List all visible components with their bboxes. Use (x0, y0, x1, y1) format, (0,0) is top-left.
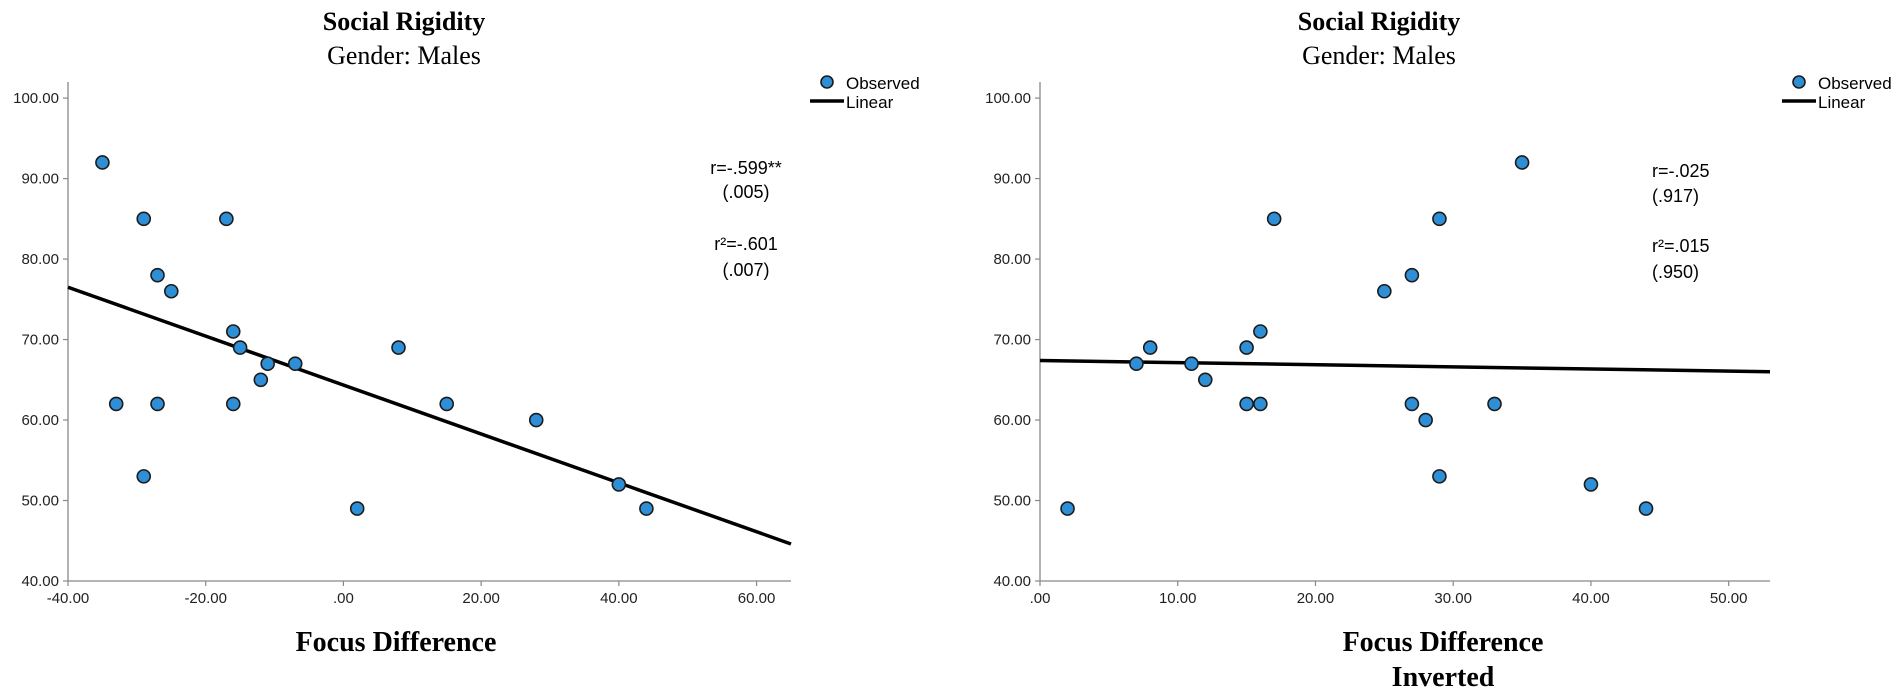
data-point (1418, 412, 1433, 428)
legend-observed-marker (1792, 75, 1806, 89)
data-point (1129, 356, 1144, 371)
y-tick-label: 80.00 (993, 251, 1031, 268)
chart-title: Social Rigidity (1298, 7, 1461, 36)
data-point (95, 155, 110, 170)
annotation-r-p: (.005) (722, 182, 769, 202)
data-point (136, 211, 152, 227)
data-point (528, 412, 544, 428)
legend: Observed Linear (810, 74, 920, 112)
data-point (219, 211, 234, 227)
x-tick-label: 30.00 (1434, 590, 1472, 607)
x-tick-label: 40.00 (600, 590, 638, 607)
data-point (253, 372, 269, 388)
x-tick-label: .00 (1030, 590, 1051, 607)
y-tick-label: 90.00 (21, 171, 59, 188)
chart-title: Social Rigidity (323, 7, 486, 36)
legend: Observed Linear (1782, 74, 1892, 112)
y-tick-label: 70.00 (993, 332, 1031, 349)
data-point (1583, 477, 1599, 492)
data-point (1404, 267, 1420, 283)
data-point (1514, 155, 1530, 170)
data-point (1432, 469, 1447, 484)
legend-linear-label: Linear (1818, 93, 1866, 112)
legend-observed-label: Observed (846, 74, 920, 93)
legend-linear-label: Linear (846, 93, 894, 112)
x-tick-label: 60.00 (738, 590, 776, 607)
data-point (1142, 340, 1158, 355)
chart-subtitle: Gender: Males (327, 41, 481, 70)
x-tick-label: -40.00 (47, 590, 90, 607)
data-point (150, 267, 165, 283)
x-tick-label: 10.00 (1159, 590, 1197, 607)
annotation-r-p: (.917) (1652, 186, 1699, 206)
data-point (150, 396, 165, 412)
annotation-r2-p: (.950) (1652, 262, 1699, 282)
y-tick-label: 100.00 (985, 90, 1031, 107)
y-tick-label: 40.00 (993, 573, 1031, 590)
y-tick-label: 60.00 (993, 412, 1031, 429)
x-axis-label-line2: Inverted (1392, 662, 1495, 693)
x-tick-label: -20.00 (184, 590, 227, 607)
data-point (1266, 211, 1282, 227)
chart-right: Social Rigidity Gender: Males Focus Diff… (985, 7, 1892, 693)
y-tick-label: 80.00 (21, 251, 59, 268)
annotation-r: r=-.025 (1652, 161, 1710, 181)
linear-fit-line (1039, 358, 1771, 374)
data-point (108, 396, 124, 412)
data-point (136, 469, 152, 484)
x-axis-label: Focus Difference (296, 627, 497, 658)
data-point (1239, 340, 1254, 355)
chart-subtitle: Gender: Males (1302, 41, 1456, 70)
data-point (1638, 501, 1654, 516)
x-tick-label: 20.00 (1297, 590, 1335, 607)
data-point (1060, 501, 1075, 516)
x-axis-label: Focus Difference (1343, 627, 1544, 658)
data-point (1432, 211, 1447, 227)
data-point (1253, 396, 1268, 412)
annotation-r2: r²=-.601 (714, 234, 778, 254)
data-point (260, 356, 275, 371)
data-point (611, 477, 627, 492)
y-tick-label: 50.00 (21, 493, 59, 510)
data-point (391, 340, 406, 355)
data-point (639, 501, 654, 516)
data-point (225, 324, 241, 339)
plot-area: 40.00 50.00 60.00 70.00 80.00 90.00 100.00 .00 1… (985, 82, 1771, 607)
data-point (1487, 396, 1502, 412)
plot-area: 40.00 50.00 60.00 70.00 80.00 90.00 100.00 -40.… (13, 82, 792, 607)
data-point (225, 396, 241, 412)
y-tick-label: 100.00 (13, 90, 59, 107)
annotation-r: r=-.599** (710, 158, 782, 178)
y-tick-label: 90.00 (993, 171, 1031, 188)
data-point (1377, 283, 1392, 299)
data-point (163, 283, 179, 299)
legend-observed-marker (820, 75, 834, 89)
y-tick-label: 70.00 (21, 332, 59, 349)
annotation-r2: r²=.015 (1652, 236, 1710, 256)
data-point (1404, 396, 1420, 412)
data-point (349, 501, 365, 516)
x-tick-label: 50.00 (1710, 590, 1748, 607)
chart-left: Social Rigidity Gender: Males Focus Diff… (13, 7, 920, 658)
x-tick-label: .00 (333, 590, 354, 607)
x-tick-label: 20.00 (462, 590, 500, 607)
annotation-r2-p: (.007) (722, 260, 769, 280)
data-point (1184, 356, 1199, 371)
y-tick-label: 40.00 (21, 573, 59, 590)
data-point (232, 340, 248, 355)
x-tick-label: 40.00 (1572, 590, 1610, 607)
data-point (1253, 324, 1268, 339)
y-tick-label: 60.00 (21, 412, 59, 429)
linear-fit-line (67, 285, 792, 546)
data-point (287, 356, 303, 371)
data-point (1239, 396, 1254, 412)
data-point (1197, 372, 1213, 388)
data-point (439, 396, 455, 412)
legend-observed-label: Observed (1818, 74, 1892, 93)
y-tick-label: 50.00 (993, 493, 1031, 510)
